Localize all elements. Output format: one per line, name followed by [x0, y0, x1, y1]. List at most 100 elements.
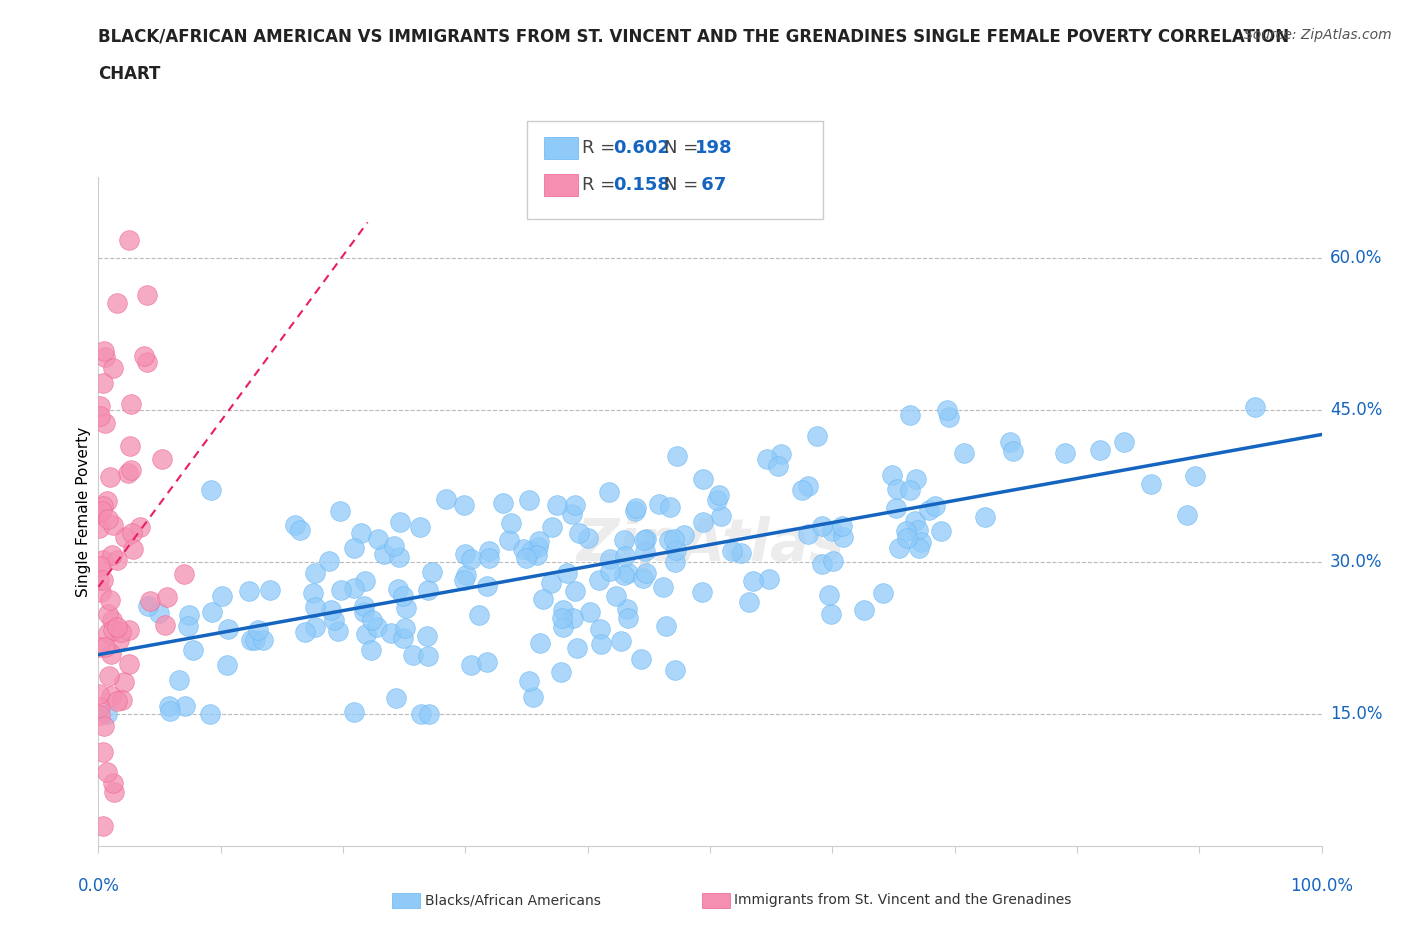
Point: [555, 565, 578, 580]
Point: [551, 619, 574, 634]
Point: [198, 707, 221, 722]
Point: [659, 499, 682, 514]
Point: [353, 598, 375, 613]
Point: [1054, 445, 1077, 460]
Point: [103, 776, 125, 790]
Point: [380, 626, 402, 641]
Text: 60.0%: 60.0%: [1330, 249, 1382, 267]
Point: [522, 690, 544, 705]
Point: [181, 643, 204, 658]
Point: [157, 698, 180, 713]
Point: [565, 641, 588, 656]
Text: CHART: CHART: [98, 65, 160, 83]
Point: [177, 607, 200, 622]
Point: [87, 506, 110, 521]
Point: [420, 565, 443, 579]
Point: [551, 611, 574, 626]
Point: [512, 542, 534, 557]
Point: [394, 620, 416, 635]
Point: [517, 673, 540, 688]
Point: [91, 375, 114, 390]
Point: [605, 589, 627, 604]
Point: [108, 632, 131, 647]
Text: Immigrants from St. Vincent and the Grenadines: Immigrants from St. Vincent and the Gren…: [734, 893, 1071, 908]
Point: [475, 655, 498, 670]
Point: [454, 567, 477, 582]
Text: 0.158: 0.158: [613, 176, 671, 194]
Point: [100, 688, 122, 703]
Point: [884, 500, 907, 515]
Point: [617, 611, 640, 626]
Point: [905, 472, 928, 486]
Point: [97, 626, 120, 641]
Point: [89, 399, 111, 414]
Point: [132, 349, 155, 364]
Point: [89, 640, 111, 655]
Point: [245, 632, 267, 647]
Point: [100, 646, 122, 661]
Point: [853, 603, 876, 618]
Point: [540, 576, 562, 591]
Point: [318, 553, 340, 568]
Point: [159, 703, 181, 718]
Point: [89, 708, 111, 723]
Point: [546, 498, 568, 512]
Point: [1001, 443, 1024, 458]
Point: [418, 649, 440, 664]
Point: [551, 603, 574, 618]
Point: [918, 503, 941, 518]
Point: [121, 462, 143, 477]
Point: [633, 543, 655, 558]
Point: [167, 672, 190, 687]
Point: [631, 571, 654, 586]
Point: [811, 557, 834, 572]
Text: 67: 67: [695, 176, 725, 194]
Point: [706, 493, 728, 508]
Point: [499, 516, 522, 531]
Point: [215, 658, 238, 672]
Point: [139, 593, 162, 608]
Point: [302, 586, 325, 601]
Point: [766, 458, 789, 473]
Point: [655, 618, 678, 633]
Point: [409, 707, 432, 722]
Point: [329, 503, 352, 518]
Point: [953, 445, 976, 460]
Point: [387, 581, 409, 596]
Point: [887, 540, 910, 555]
Point: [367, 532, 389, 547]
Point: [148, 605, 170, 620]
Point: [94, 639, 117, 654]
Point: [96, 707, 118, 722]
Point: [97, 669, 120, 684]
Point: [623, 504, 645, 519]
Point: [591, 637, 613, 652]
Point: [576, 530, 599, 545]
Point: [721, 544, 744, 559]
Text: Source: ZipAtlas.com: Source: ZipAtlas.com: [1244, 28, 1392, 42]
Point: [284, 518, 307, 533]
Point: [91, 498, 114, 513]
Point: [478, 551, 501, 565]
Point: [453, 498, 475, 512]
Point: [818, 588, 841, 603]
Point: [97, 512, 120, 526]
Point: [924, 499, 946, 514]
Point: [529, 635, 551, 650]
Point: [527, 534, 550, 549]
Point: [568, 525, 591, 540]
Point: [384, 690, 406, 705]
Point: [460, 658, 482, 672]
Point: [617, 565, 640, 580]
Point: [634, 566, 657, 581]
Point: [738, 594, 761, 609]
Point: [114, 529, 136, 544]
Point: [1243, 399, 1265, 414]
Point: [541, 520, 564, 535]
Point: [238, 584, 260, 599]
Point: [150, 451, 173, 466]
Text: 198: 198: [695, 139, 733, 157]
Point: [101, 548, 124, 563]
Point: [634, 532, 657, 547]
Point: [599, 564, 621, 578]
